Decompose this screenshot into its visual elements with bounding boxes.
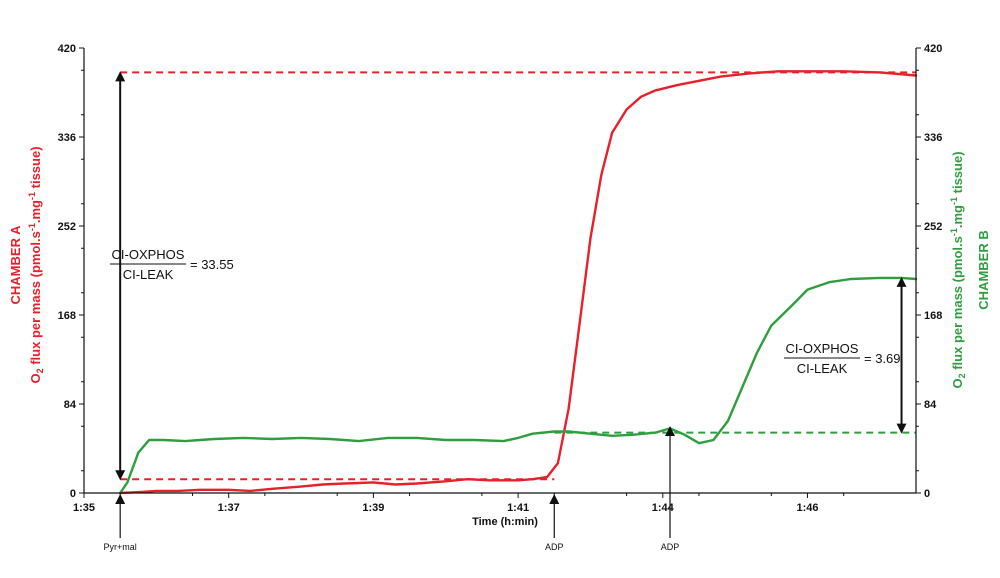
annotation-label: ADP (545, 542, 564, 552)
ratio-numerator: CI-OXPHOS (112, 247, 185, 262)
y-tick-label-left: 252 (58, 221, 76, 233)
x-axis-label: Time (h:min) (472, 516, 538, 528)
y-tick-label-left: 168 (58, 310, 76, 322)
annotation-label: Pyr+mal (104, 542, 137, 552)
ratio-value: = 3.69 (864, 351, 901, 366)
x-tick-label: 1:44 (652, 502, 675, 514)
ratio-numerator: CI-OXPHOS (786, 341, 859, 356)
y-tick-label-left: 84 (64, 399, 77, 411)
axes: 0 0 84 84 168 168 252 252 336 336 420 420 1:35 1:37 1:… (58, 43, 943, 514)
ratio-value: = 33.55 (190, 257, 234, 272)
y-tick-label-left: 420 (58, 43, 76, 55)
ratio-label: CI-OXPHOS CI-LEAK = 3.69 (784, 341, 901, 376)
y-axis-right-title: O2 flux per mass (pmol.s-1.mg-1 tissue) (949, 151, 967, 388)
y-tick-label-right: 168 (924, 310, 942, 322)
x-tick-label: 1:37 (218, 502, 240, 514)
y-axis-right-chamber: CHAMBER B (976, 230, 991, 309)
ratio-denominator: CI-LEAK (797, 361, 848, 376)
y-tick-label-right: 336 (924, 132, 942, 144)
y-tick-label-right: 420 (924, 43, 942, 55)
y-tick-label-right: 0 (924, 488, 930, 500)
ratio-label: CI-OXPHOS CI-LEAK = 33.55 (110, 247, 234, 282)
y-tick-label-right: 252 (924, 221, 942, 233)
y-axis-left-chamber: CHAMBER A (8, 225, 23, 305)
y-tick-label-left: 0 (70, 488, 76, 500)
series-chamber-b-line (118, 276, 918, 495)
y-tick-label-right: 84 (924, 399, 937, 411)
x-tick-label: 1:35 (73, 502, 95, 514)
y-tick-label-left: 336 (58, 132, 76, 144)
x-tick-label: 1:46 (796, 502, 818, 514)
x-tick-label: 1:39 (362, 502, 384, 514)
annotation-label: ADP (661, 542, 680, 552)
ratio-denominator: CI-LEAK (123, 267, 174, 282)
series-chamber-a-line (118, 70, 918, 495)
x-tick-label: 1:41 (507, 502, 529, 514)
y-axis-left-title: O2 flux per mass (pmol.s-1.mg-1 tissue) (27, 146, 45, 383)
